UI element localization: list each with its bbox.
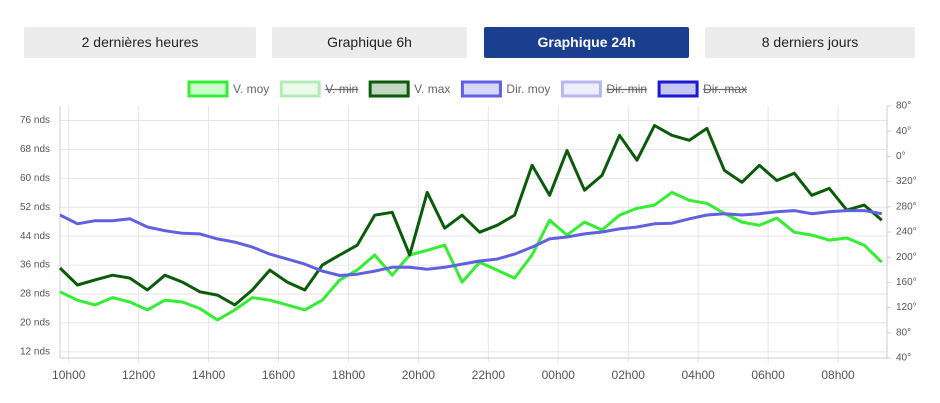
legend-swatch <box>368 80 410 98</box>
y2-tick-label: 160° <box>896 277 917 288</box>
y-tick-label: 44 nds <box>20 231 50 242</box>
legend-label: Dir. max <box>703 82 747 96</box>
legend-swatch <box>560 80 602 98</box>
y2-tick-label: 80° <box>896 101 911 112</box>
legend-item[interactable]: V. max <box>368 80 450 98</box>
x-tick-label: 00h00 <box>542 368 576 382</box>
x-tick-label: 12h00 <box>122 368 156 382</box>
x-tick-label: 04h00 <box>681 368 715 382</box>
x-tick-label: 16h00 <box>262 368 296 382</box>
y2-tick-label: 280° <box>896 201 917 212</box>
tab[interactable]: Graphique 6h <box>272 27 467 58</box>
y-tick-label: 68 nds <box>20 144 50 155</box>
y-tick-label: 28 nds <box>20 289 50 300</box>
y2-tick-label: 240° <box>896 227 917 238</box>
y-tick-label: 60 nds <box>20 173 50 184</box>
x-tick-label: 20h00 <box>402 368 436 382</box>
x-tick-label: 02h00 <box>612 368 646 382</box>
x-tick-label: 14h00 <box>192 368 226 382</box>
y2-tick-label: 120° <box>896 302 917 313</box>
y-tick-label: 12 nds <box>20 346 50 357</box>
legend-item[interactable]: Dir. moy <box>460 80 550 98</box>
x-tick-label: 18h00 <box>332 368 366 382</box>
legend-label: Dir. moy <box>506 82 550 96</box>
legend-swatch <box>657 80 699 98</box>
legend-label: V. max <box>414 82 450 96</box>
legend-item[interactable]: Dir. max <box>657 80 747 98</box>
legend-label: V. moy <box>233 82 269 96</box>
y2-tick-label: 80° <box>896 327 911 338</box>
x-tick-label: 08h00 <box>821 368 855 382</box>
tab[interactable]: 8 derniers jours <box>705 27 915 58</box>
y2-tick-label: 40° <box>896 126 911 137</box>
legend-swatch <box>460 80 502 98</box>
x-tick-label: 10h00 <box>52 368 86 382</box>
y-tick-label: 76 nds <box>20 115 50 126</box>
y-tick-label: 52 nds <box>20 202 50 213</box>
y2-tick-label: 320° <box>896 176 917 187</box>
series-line <box>59 190 883 322</box>
y-tick-label: 36 nds <box>20 260 50 271</box>
y2-tick-label: 40° <box>896 353 911 364</box>
x-tick-label: 06h00 <box>751 368 785 382</box>
series-line <box>59 209 883 277</box>
series-line <box>58 124 883 307</box>
tab[interactable]: 2 dernières heures <box>24 27 256 58</box>
legend-label: Dir. min <box>606 82 647 96</box>
x-tick-label: 22h00 <box>472 368 506 382</box>
legend-item[interactable]: V. min <box>279 80 358 98</box>
y2-tick-label: 0° <box>896 151 906 162</box>
y-tick-label: 20 nds <box>20 318 50 329</box>
y2-tick-label: 200° <box>896 252 917 263</box>
legend-item[interactable]: Dir. min <box>560 80 647 98</box>
legend-item[interactable]: V. moy <box>187 80 269 98</box>
tab[interactable]: Graphique 24h <box>484 27 689 58</box>
legend-swatch <box>279 80 321 98</box>
legend-label: V. min <box>325 82 358 96</box>
legend-swatch <box>187 80 229 98</box>
